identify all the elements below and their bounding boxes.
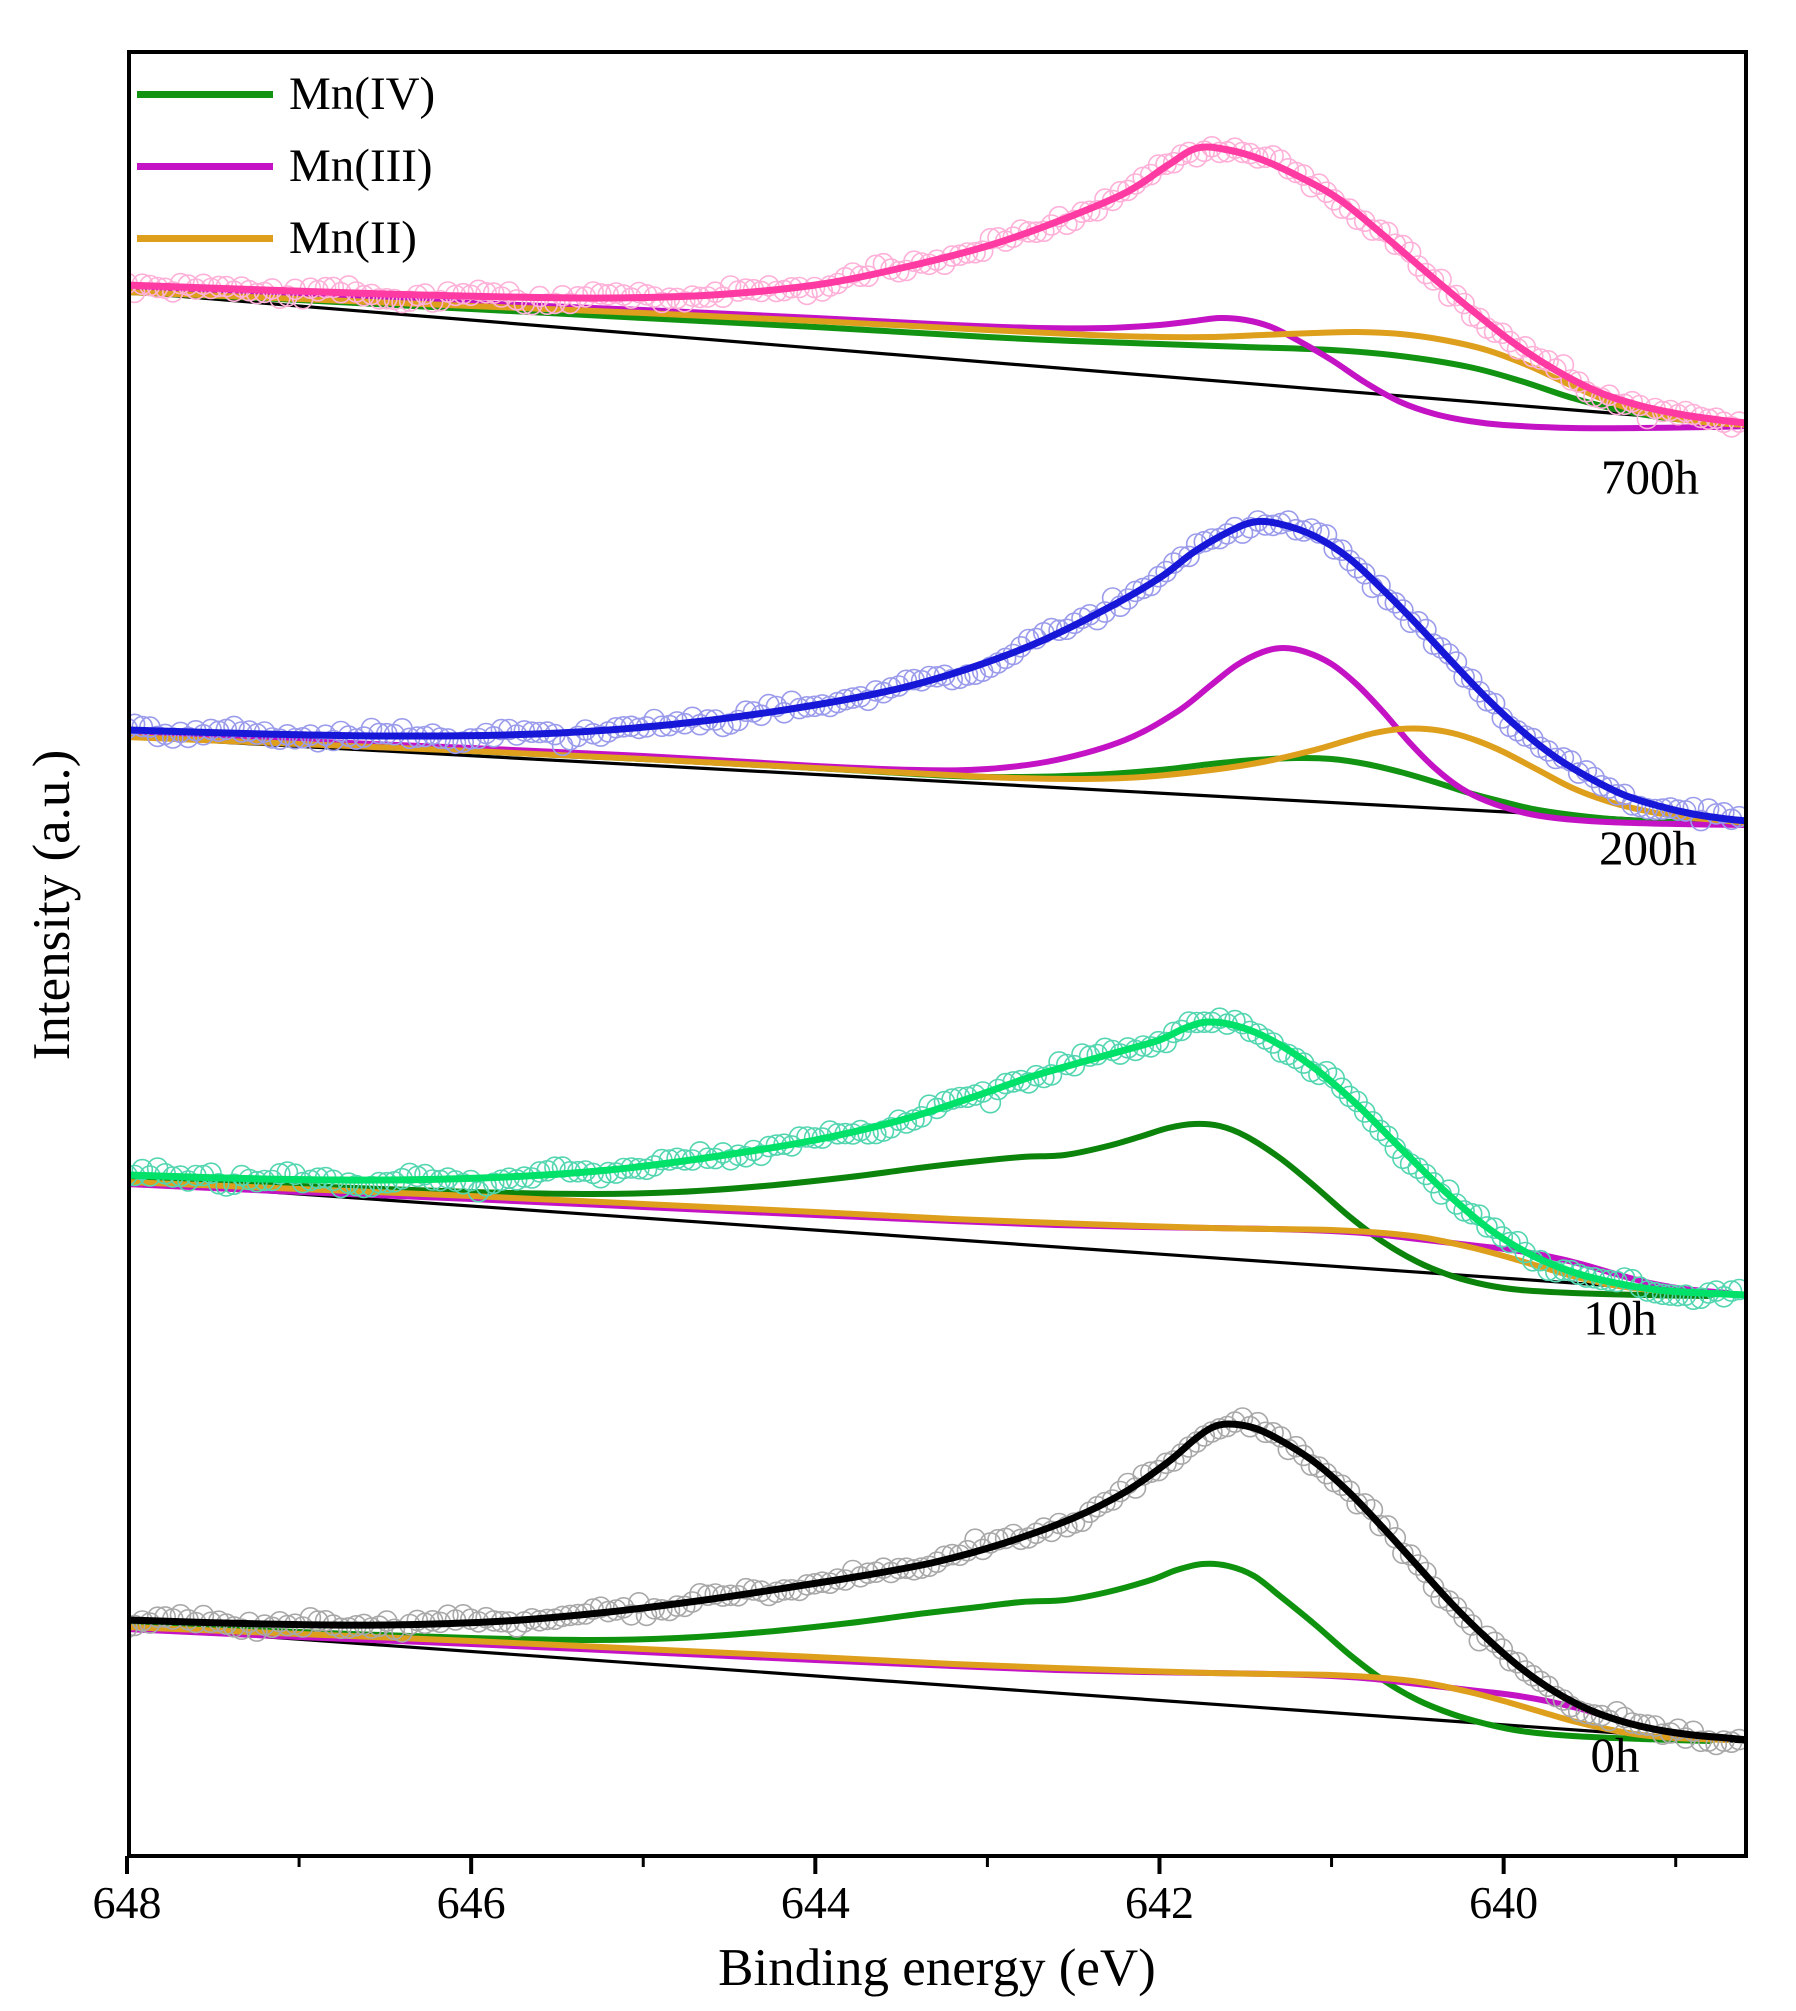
- spectrum-0h: [129, 1407, 1746, 1756]
- x-axis-title: Binding energy (eV): [718, 1939, 1156, 1997]
- baseline-200h: [129, 735, 1746, 827]
- fit-envelope-200h: [129, 517, 1746, 825]
- mn2-component-200h: [129, 725, 1746, 826]
- spectrum-10h: [129, 1007, 1746, 1310]
- spectrum-label-200h: 200h: [1599, 820, 1697, 876]
- legend-label-mn2: Mn(II): [289, 211, 417, 264]
- fit-envelope-10h: [129, 1018, 1746, 1299]
- mn2-component-0h: [129, 1624, 1731, 1743]
- x-tick-label-642: 642: [1124, 1877, 1194, 1928]
- x-tick-label-646: 646: [436, 1877, 506, 1928]
- plot-frame: [127, 50, 1748, 1858]
- mn4-component-10h: [129, 1120, 1714, 1299]
- legend-row-mn2: Mn(II): [137, 202, 435, 274]
- y-axis-title: Intensity (a.u.): [23, 749, 81, 1061]
- mn2-component-700h: [129, 289, 1746, 428]
- x-tick-label-644: 644: [780, 1877, 850, 1928]
- spectrum-label-700h: 700h: [1601, 449, 1699, 505]
- x-tick-label-640: 640: [1469, 1877, 1539, 1928]
- legend-label-mn3: Mn(III): [289, 139, 433, 192]
- spectrum-label-0h: 0h: [1590, 1727, 1640, 1783]
- legend-row-mn3: Mn(III): [137, 130, 435, 202]
- mn2-line-swatch: [137, 234, 273, 242]
- data-points-10h: [129, 1007, 1746, 1310]
- spectrum-label-10h: 10h: [1583, 1290, 1657, 1346]
- mn4-line-swatch: [137, 90, 273, 98]
- baseline-700h: [129, 290, 1746, 426]
- mn3-component-700h: [129, 288, 1746, 432]
- spectrum-700h: [129, 136, 1746, 438]
- legend-row-mn4: Mn(IV): [137, 58, 435, 130]
- x-axis-ticks: [125, 1856, 1678, 1874]
- mn2-component-10h: [129, 1179, 1731, 1297]
- fit-envelope-0h: [129, 1420, 1746, 1744]
- spectrum-200h: [129, 510, 1746, 832]
- mn4-component-0h: [129, 1560, 1714, 1744]
- x-tick-label-648: 648: [92, 1877, 162, 1928]
- baseline-10h: [129, 1180, 1746, 1297]
- fit-envelope-700h: [129, 143, 1746, 427]
- legend-label-mn4: Mn(IV): [289, 67, 436, 120]
- legend: Mn(IV) Mn(III) Mn(II): [137, 58, 435, 274]
- mn3-line-swatch: [137, 162, 273, 170]
- data-points-200h: [129, 510, 1746, 832]
